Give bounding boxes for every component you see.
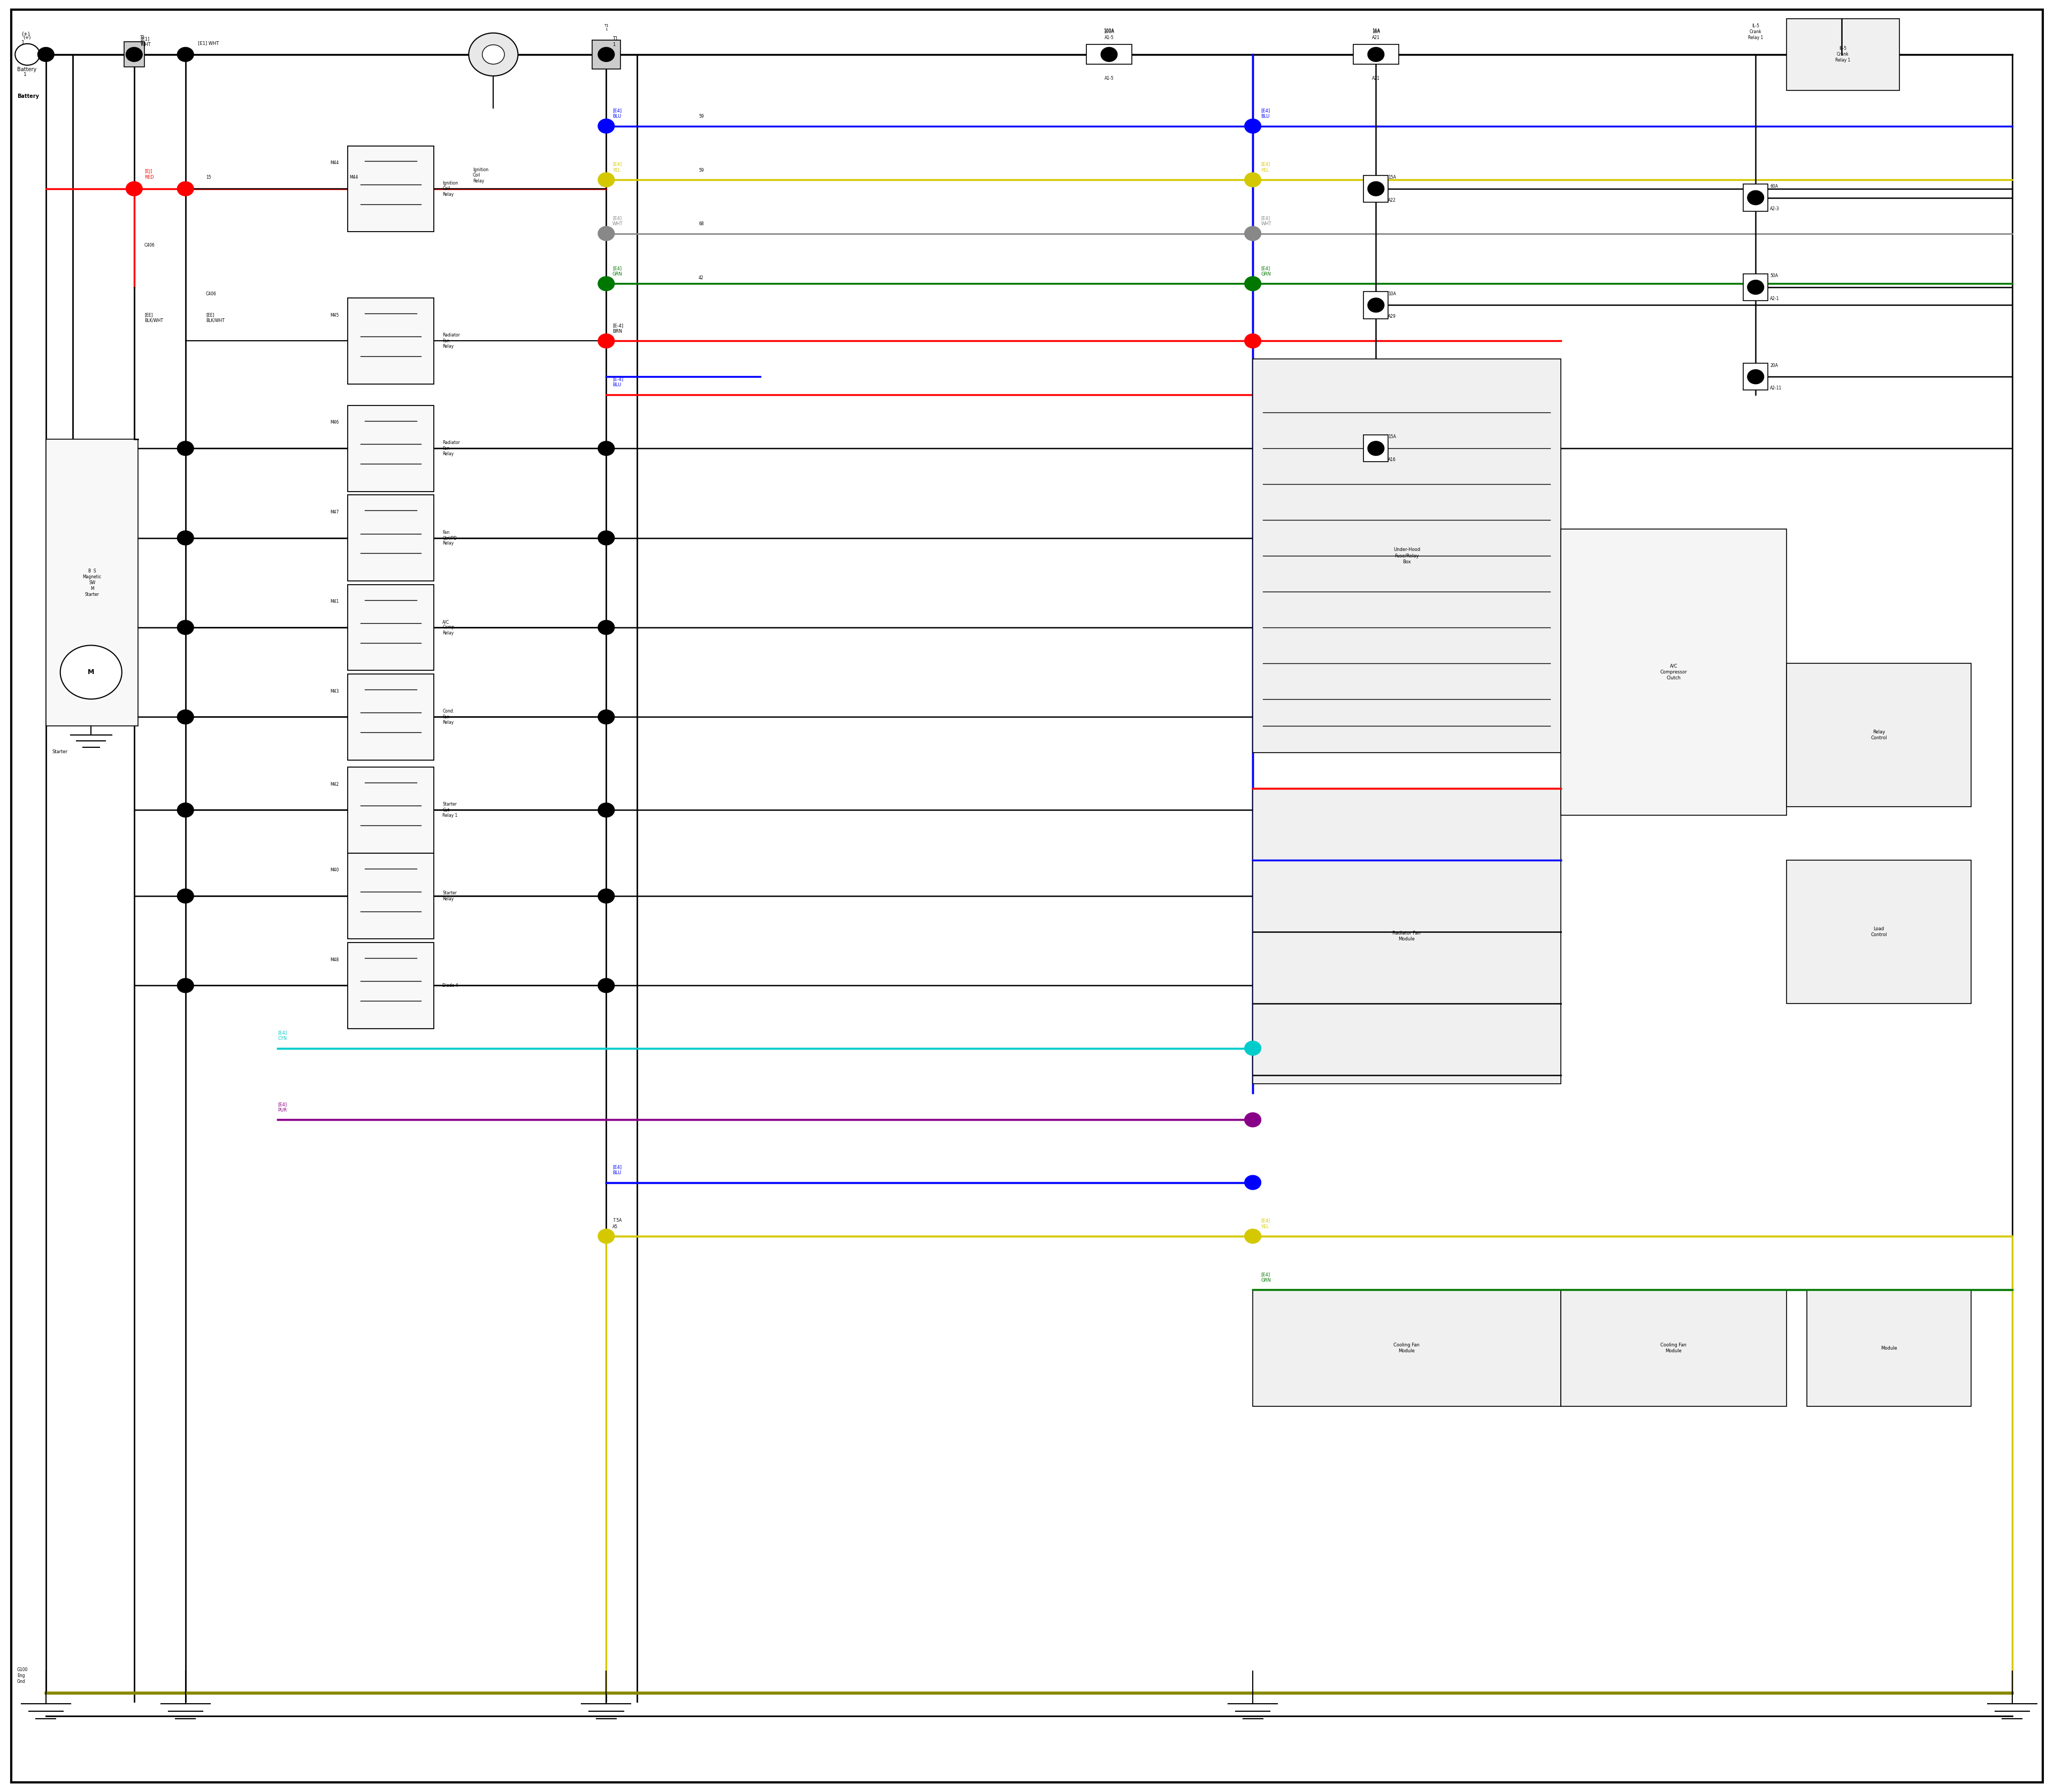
Text: Diode 4: Diode 4 [442,984,458,987]
Text: [EE]
BLK/WHT: [EE] BLK/WHT [205,312,224,323]
Circle shape [177,441,193,455]
Bar [347,767,433,853]
Circle shape [598,118,614,133]
Text: M40: M40 [331,867,339,873]
Bar [1364,176,1389,202]
Text: 15A: 15A [1389,435,1397,439]
Text: C406: C406 [205,292,216,296]
Circle shape [1368,297,1384,312]
Text: Radiator
Fan
Relay: Radiator Fan Relay [442,441,460,457]
Circle shape [1368,181,1384,195]
Bar [1808,1290,1972,1407]
Circle shape [125,181,142,195]
Text: [E-4]
BLU: [E-4] BLU [612,376,622,387]
Text: Cond.
Fan
Relay: Cond. Fan Relay [442,710,454,726]
Text: 68: 68 [698,222,705,226]
Bar [1364,435,1389,462]
Text: A16: A16 [1389,457,1397,462]
Text: [E-4]
BRN: [E-4] BRN [612,323,622,333]
Circle shape [1245,172,1261,186]
Text: 16A
A21: 16A A21 [1372,29,1380,39]
Circle shape [598,333,614,348]
Text: M46: M46 [331,419,339,425]
Text: [E4]
YEL: [E4] YEL [612,161,622,172]
Circle shape [598,172,614,186]
Circle shape [598,226,614,240]
Circle shape [468,32,518,75]
Text: [E4]
GRN: [E4] GRN [1261,265,1271,276]
Circle shape [177,620,193,634]
Text: M45: M45 [331,314,339,317]
Text: 16A: 16A [1372,29,1380,32]
Text: A22: A22 [1389,197,1397,202]
Text: [E4]
YEL: [E4] YEL [1261,161,1269,172]
Circle shape [598,276,614,290]
Text: 10A: 10A [1389,292,1397,296]
Text: T1
1: T1 1 [604,25,608,30]
Text: 50A: 50A [1771,274,1779,278]
Circle shape [1245,226,1261,240]
Circle shape [1368,47,1384,61]
Text: 1: 1 [23,72,27,77]
Text: M: M [88,668,94,676]
Bar [1354,45,1399,65]
Bar [1364,292,1389,319]
Text: M47: M47 [331,509,339,514]
Text: M44: M44 [331,161,339,165]
Text: A2-11: A2-11 [1771,385,1783,391]
Text: Radiator
Fan
Relay: Radiator Fan Relay [442,333,460,349]
Bar [347,405,433,491]
Circle shape [1245,333,1261,348]
Circle shape [598,889,614,903]
Circle shape [598,710,614,724]
Circle shape [1368,441,1384,455]
Text: Ignition
Coil
Relay: Ignition Coil Relay [472,167,489,183]
Text: A29: A29 [1389,314,1397,319]
Text: Under-Hood
Fuse/Relay
Box: Under-Hood Fuse/Relay Box [1393,548,1419,564]
Text: C406: C406 [144,244,154,247]
Text: M48: M48 [331,957,339,962]
Text: [E4]
BLU: [E4] BLU [612,1165,622,1176]
Text: [E1]
WHT: [E1] WHT [140,36,150,47]
Circle shape [14,43,39,65]
Text: 7.5A
A5: 7.5A A5 [612,1219,622,1229]
Text: Starter
Cut
Relay 1: Starter Cut Relay 1 [442,803,458,817]
Circle shape [1245,1176,1261,1190]
Text: M44: M44 [349,176,359,179]
Bar [1561,529,1787,815]
Text: 59: 59 [698,115,705,118]
Text: Module: Module [1881,1346,1898,1351]
Text: 15A: 15A [1389,176,1397,179]
Circle shape [598,441,614,455]
Bar [123,41,144,66]
Bar [347,853,433,939]
Text: 15: 15 [205,176,212,179]
Text: [E4]
BLU: [E4] BLU [612,108,622,118]
Circle shape [177,710,193,724]
Text: Load
Control: Load Control [1871,926,1888,937]
Text: 100A
A1-5: 100A A1-5 [1103,29,1115,39]
Text: T1
1: T1 1 [140,36,146,45]
Text: A2-1: A2-1 [1771,296,1779,301]
Circle shape [1748,190,1764,204]
Text: Relay
Control: Relay Control [1871,729,1888,740]
Bar [1561,1290,1787,1407]
Text: A/C
Comp.
Relay: A/C Comp. Relay [442,620,456,636]
Text: M41: M41 [331,599,339,604]
Text: A/C
Compressor
Clutch: A/C Compressor Clutch [1660,663,1686,681]
Bar [1787,18,1900,90]
Bar [347,674,433,760]
Circle shape [598,1229,614,1244]
Text: [E4]
PUR: [E4] PUR [277,1102,288,1113]
Text: [E4]
GRN: [E4] GRN [612,265,622,276]
Text: [E1] WHT: [E1] WHT [197,41,220,45]
Circle shape [1245,118,1261,133]
Circle shape [598,803,614,817]
Bar [347,297,433,383]
Text: G100
Eng
Gnd: G100 Eng Gnd [16,1667,29,1684]
Text: [E4]
WHT: [E4] WHT [612,215,622,226]
Text: [E4]
WHT: [E4] WHT [1261,215,1271,226]
Circle shape [1748,280,1764,294]
Text: 20A: 20A [1771,364,1779,367]
Circle shape [177,181,193,195]
